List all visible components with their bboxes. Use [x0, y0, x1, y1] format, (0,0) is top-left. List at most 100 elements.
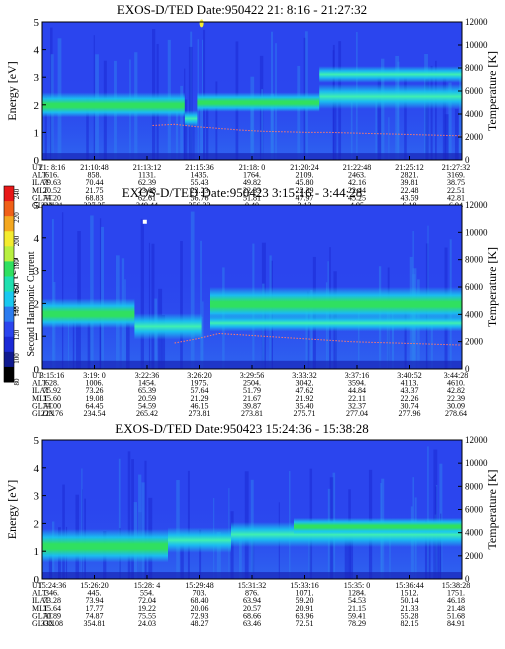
y2-axis-label: Temperature [K] [485, 51, 499, 131]
colorbar-tick-label: 220 [13, 212, 21, 223]
spectrogram-streak [425, 78, 429, 160]
y2-tick-label: 0 [465, 574, 470, 584]
table-cell: 22.23 [191, 186, 209, 195]
table-cell: 2109. [296, 171, 314, 180]
table-cell: 75.55 [138, 611, 156, 620]
y2-tick-label: 8000 [465, 255, 484, 265]
y-tick-label: 4 [34, 45, 40, 57]
table-cell: 54.53 [348, 596, 366, 605]
table-cell: 45.25 [348, 193, 366, 202]
table-cell: 234.54 [84, 409, 106, 418]
low-energy-strip [42, 360, 462, 369]
table-cell: 42.16 [348, 178, 366, 187]
table-cell: 70.44 [86, 178, 104, 187]
colorbar-segment [4, 246, 14, 262]
emission-band [319, 84, 462, 109]
table-row-label: GLAT [32, 193, 53, 202]
table-cell: 2821. [401, 171, 419, 180]
table-cell: 50.14 [401, 596, 419, 605]
table-cell: 15:36:44 [395, 581, 423, 590]
colorbar-segment [4, 231, 14, 247]
table-cell: 48.27 [191, 619, 209, 628]
spectrogram-streak [187, 470, 190, 579]
colorbar-segment [4, 291, 14, 308]
panel-title: EXOS-D/TED Date:950422 21: 8:16 - 21:27:… [117, 2, 367, 17]
colorbar-label: Second Harmonic Current [26, 251, 37, 356]
table-cell: 273.81 [189, 409, 211, 418]
table-cell: 22.33 [243, 186, 261, 195]
y-tick-label: 2 [34, 298, 40, 310]
table-cell: 3:22:36 [135, 371, 159, 380]
table-row-label: ILAT [32, 386, 49, 395]
colorbar-tick-label: 80 [13, 378, 21, 386]
y-tick-label: 3 [34, 491, 40, 503]
colorbar-segment [4, 201, 14, 217]
table-cell: 20.57 [243, 604, 261, 613]
y-tick-label: 5 [34, 17, 40, 29]
spectrogram-streak [81, 468, 83, 579]
panel-3: EXOS-D/TED Date:950423 15:24:36 - 15:38:… [5, 421, 499, 628]
colorbar-tick-label: 160 [13, 282, 21, 293]
y-tick-label: 3 [34, 266, 40, 278]
spectrogram-streak [427, 446, 429, 579]
spectrogram-streak [250, 76, 255, 160]
table-cell: 47.97 [296, 193, 314, 202]
table-cell: 858. [88, 171, 102, 180]
y2-tick-label: 6000 [465, 282, 484, 292]
y-tick-label: 2 [34, 100, 40, 112]
spectrogram-streak [261, 89, 264, 160]
table-cell: 703. [193, 589, 207, 598]
y2-tick-label: 12000 [465, 200, 488, 210]
spectrogram-streak [67, 306, 69, 369]
y2-tick-label: 2000 [465, 337, 484, 347]
table-cell: 57.64 [191, 386, 209, 395]
table-cell: 74.87 [86, 611, 104, 620]
y2-axis-label: Temperature [K] [485, 247, 499, 327]
table-cell: 445. [88, 589, 102, 598]
table-cell: 62.61 [138, 193, 156, 202]
spectrogram-streak [424, 520, 428, 579]
spectrogram-streak [442, 77, 447, 160]
panel-1: EXOS-D/TED Date:950422 21: 8:16 - 21:27:… [5, 2, 499, 210]
table-cell: 3:19: 0 [83, 371, 105, 380]
table-cell: 72.93 [191, 611, 209, 620]
table-cell: 21: 8:16 [39, 163, 65, 172]
y2-tick-label: 2000 [465, 551, 484, 561]
table-cell: 278.64 [445, 409, 467, 418]
table-cell: 63.96 [296, 611, 314, 620]
panel-title: EXOS-D/TED Date:950423 3:15:16 - 3:44:28 [122, 185, 362, 200]
colorbar-segment [4, 186, 14, 202]
spectrogram-streak [86, 98, 89, 160]
table-cell: 3:26:20 [187, 371, 211, 380]
y2-tick-label: 10000 [465, 458, 488, 468]
y2-tick-label: 8000 [465, 481, 484, 491]
table-row-label: MLT [32, 394, 48, 403]
table-cell: 1131. [138, 171, 156, 180]
spectrogram-streak [144, 460, 147, 579]
colorbar-tick-label: 120 [13, 329, 21, 340]
table-cell: 39.87 [243, 401, 261, 410]
spectrogram-streak [99, 218, 102, 369]
spectrogram-streak [61, 212, 64, 369]
spectrogram-streak [388, 117, 390, 160]
spectrogram-streak [350, 101, 353, 160]
table-cell: 15:31:32 [238, 581, 266, 590]
spectrogram-streak [200, 108, 203, 160]
spectrogram-streak [444, 114, 449, 160]
table-cell: 55.43 [191, 178, 209, 187]
emission-band [210, 287, 462, 320]
table-cell: 21.67 [243, 394, 261, 403]
spectrogram-streak [200, 240, 202, 369]
table-cell: 21:13:12 [133, 163, 161, 172]
temperature-curve [152, 123, 463, 137]
table-cell: 1751. [447, 589, 465, 598]
table-cell: 265.42 [136, 409, 158, 418]
y2-tick-label: 4000 [465, 528, 484, 538]
temperature-curve [174, 332, 463, 346]
spectrogram-streak [349, 522, 354, 579]
table-cell: 223.76 [41, 409, 63, 418]
table-cell: 21:10:48 [80, 163, 108, 172]
table-cell: 46.15 [191, 401, 209, 410]
spectrogram-streak [448, 82, 452, 160]
